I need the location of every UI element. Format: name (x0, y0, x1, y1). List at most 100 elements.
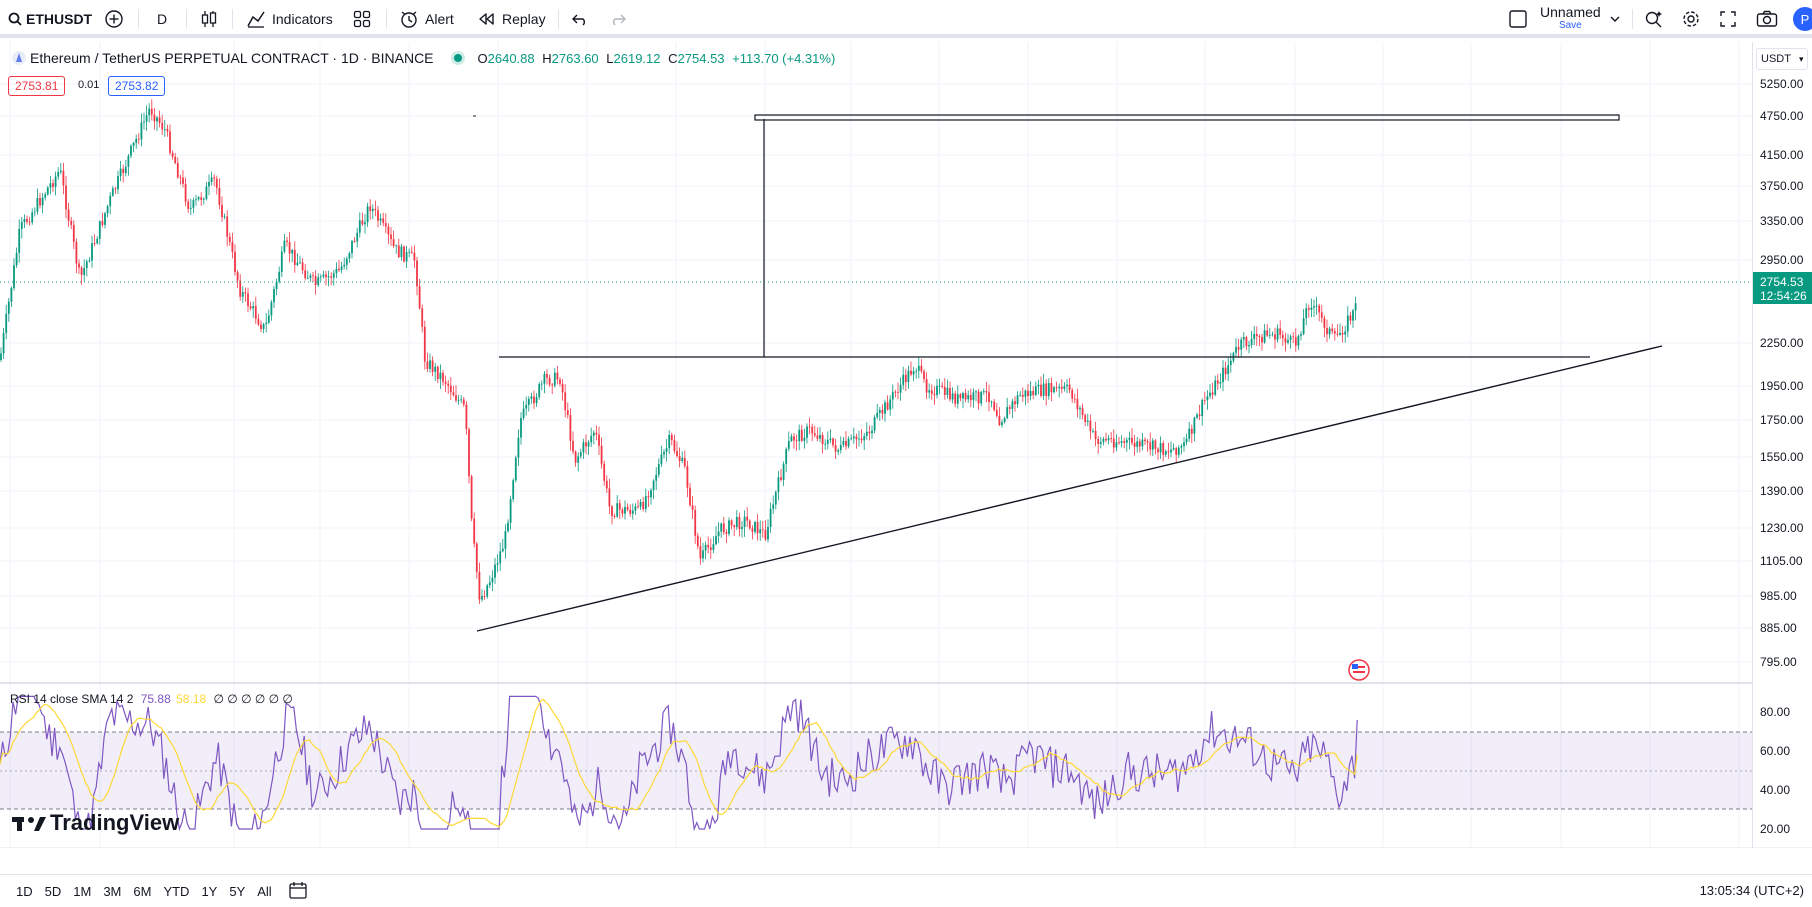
interval-button[interactable]: D (157, 0, 167, 38)
candle-body (91, 243, 93, 261)
candle-body (764, 530, 767, 540)
fullscreen-button[interactable] (1719, 0, 1737, 38)
candle-body (1310, 307, 1313, 310)
candle-body (72, 224, 75, 242)
tradingview-logo[interactable]: TradingView (12, 810, 179, 836)
candle-body (777, 477, 780, 493)
candle-body (923, 371, 925, 380)
candle-body (1263, 330, 1266, 343)
range-button-5y[interactable]: 5Y (229, 883, 246, 899)
candle-body (767, 526, 769, 540)
price-tick-label: 4750.00 (1760, 109, 1804, 123)
candle-body (1274, 334, 1276, 340)
candle-body (611, 506, 613, 517)
buy-price-button[interactable]: 2753.82 (108, 76, 166, 96)
undo-button[interactable] (571, 0, 589, 38)
user-avatar[interactable]: P (1793, 0, 1812, 38)
candle-body (1248, 344, 1250, 347)
candle-body (556, 372, 559, 380)
candle-body (416, 260, 418, 287)
range-button-1m[interactable]: 1M (73, 883, 92, 899)
candle-body (1027, 390, 1029, 397)
sell-price-button[interactable]: 2753.81 (8, 76, 66, 96)
range-button-6m[interactable]: 6M (133, 883, 152, 899)
clock-label[interactable]: 13:05:34 (UTC+2) (1699, 883, 1804, 898)
symbol-search[interactable]: ETHUSDT (8, 0, 92, 38)
ascending-trendline[interactable] (476, 345, 1663, 632)
candle-body (722, 523, 725, 533)
candle-body (1242, 337, 1245, 340)
candle-body (462, 399, 465, 405)
resistance-zone-rect[interactable] (754, 114, 1620, 121)
candle-body (101, 221, 104, 225)
candle-body (587, 442, 590, 447)
range-button-1d[interactable]: 1D (16, 883, 33, 899)
rsi-extra-values: ∅ ∅ ∅ ∅ ∅ ∅ (213, 692, 293, 706)
goto-date-button[interactable] (288, 880, 308, 903)
range-button-all[interactable]: All (257, 883, 272, 899)
price-tick-label: 5250.00 (1760, 77, 1804, 91)
toolbar-divider (386, 9, 387, 29)
candle-body (49, 183, 52, 188)
toolbar-divider (186, 9, 187, 29)
quick-search-button[interactable] (1644, 0, 1664, 38)
candle-body (496, 563, 499, 565)
economic-event-flag[interactable] (1348, 659, 1370, 681)
settings-button[interactable] (1681, 0, 1701, 38)
candle-body (990, 401, 993, 403)
candle-body (1315, 305, 1318, 307)
candle-body (1323, 317, 1326, 328)
redo-button[interactable] (609, 0, 627, 38)
candle-body (335, 268, 338, 274)
candle-body (1138, 441, 1141, 447)
snapshot-button[interactable] (1756, 0, 1778, 38)
candle-body (1170, 449, 1172, 453)
candle-body (257, 318, 260, 325)
candle-body (304, 270, 307, 279)
candle-body (1196, 414, 1198, 418)
candle-body (871, 430, 873, 434)
candle-body (358, 220, 361, 233)
market-status-dot[interactable] (453, 54, 462, 62)
rsi-legend[interactable]: RSI 14 close SMA 14 2 75.88 58.18 ∅ ∅ ∅ … (10, 692, 293, 706)
replay-button[interactable]: Replay (478, 0, 546, 38)
candle-body (1193, 417, 1196, 434)
candle-body (1118, 442, 1120, 444)
candle-body (1131, 437, 1133, 443)
candle-body (962, 393, 964, 399)
range-button-1y[interactable]: 1Y (201, 883, 218, 899)
candle-body (1206, 396, 1209, 401)
range-button-5d[interactable]: 5D (44, 883, 62, 899)
templates-button[interactable] (353, 0, 371, 38)
layout-menu-button[interactable] (1609, 0, 1621, 38)
candle-body (124, 166, 127, 173)
chart-canvas[interactable]: AugOct2022MarMayJulSepNov2023MarMayJulSe… (0, 42, 1752, 848)
layout-toggle[interactable] (1508, 0, 1528, 38)
candle-body (1302, 318, 1305, 334)
compare-button[interactable] (104, 0, 124, 38)
candle-body (470, 476, 473, 519)
candle-body (457, 399, 460, 401)
price-axis[interactable]: 5250.00 4750.00 4150.00 3750.00 3350.00 2950.… (1752, 42, 1812, 848)
candle-body (985, 391, 988, 393)
candle-body (501, 548, 504, 552)
candle-body (117, 176, 119, 190)
candle-body (197, 197, 200, 200)
candle-body (1320, 312, 1323, 318)
candle-body (395, 245, 398, 247)
candle-body (468, 429, 470, 477)
range-button-ytd[interactable]: YTD (163, 883, 190, 899)
range-button-3m[interactable]: 3M (103, 883, 122, 899)
currency-selector[interactable]: USDT ▾ (1756, 48, 1809, 70)
candle-body (182, 177, 184, 184)
candle-body (572, 440, 574, 452)
price-tick-label: 1105.00 (1760, 554, 1803, 568)
indicators-button[interactable]: Indicators (246, 0, 333, 38)
chart-type-button[interactable] (200, 0, 218, 38)
candle-body (665, 448, 668, 452)
symbol-title[interactable]: Ethereum / TetherUS PERPETUAL CONTRACT ·… (30, 50, 434, 66)
alert-button[interactable]: Alert (399, 0, 454, 38)
candle-body (176, 163, 179, 178)
layout-name-button[interactable]: Unnamed Save (1540, 0, 1601, 38)
candle-body (1128, 437, 1131, 440)
